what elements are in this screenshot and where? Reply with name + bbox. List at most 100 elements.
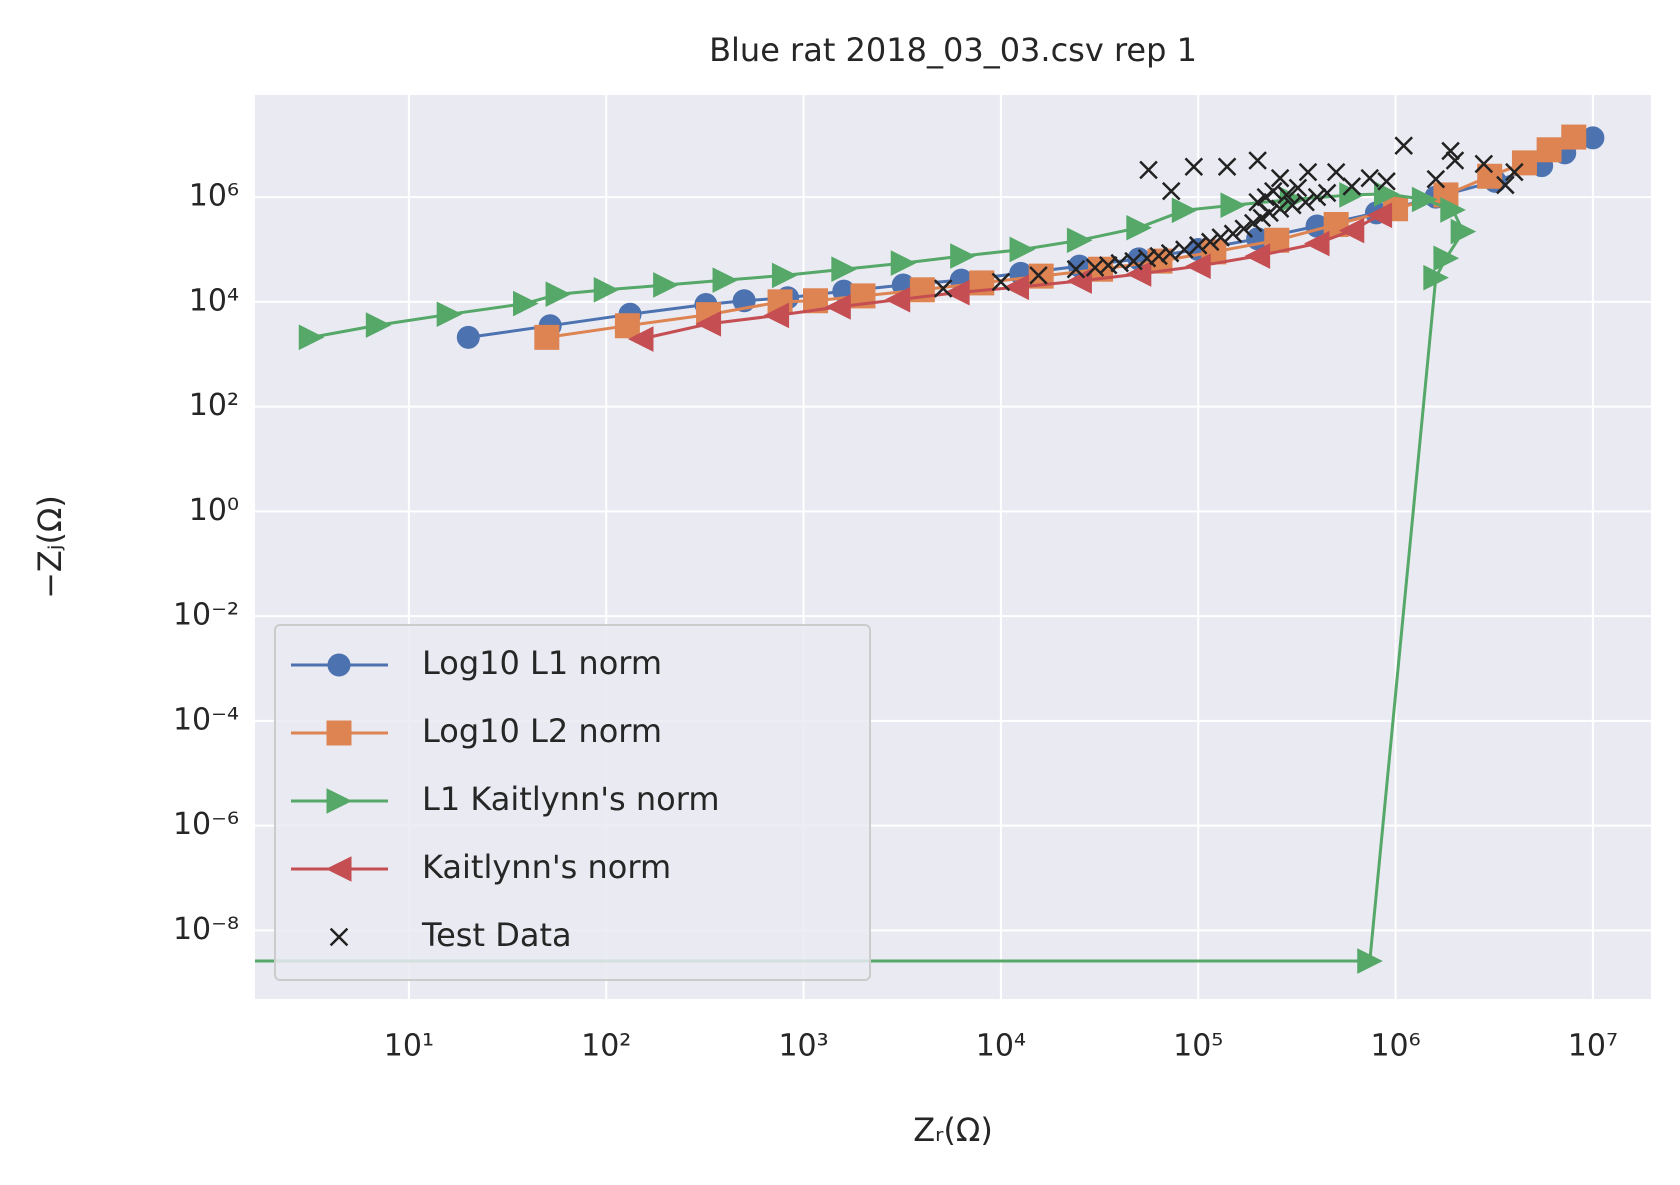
marker: [593, 276, 620, 303]
marker: [325, 856, 352, 882]
x-tick-label: 10⁷: [1568, 1029, 1618, 1064]
marker: [513, 290, 539, 317]
marker: [1220, 192, 1247, 219]
marker: [1160, 243, 1180, 263]
marker: [1474, 154, 1494, 174]
marker: [831, 256, 857, 283]
marker: [712, 267, 739, 293]
marker: [1137, 248, 1157, 268]
marker: [763, 302, 790, 329]
marker: [1009, 236, 1036, 263]
marker: [1175, 240, 1194, 259]
marker: [326, 720, 352, 746]
y-tick-label: 10⁴: [189, 283, 239, 318]
marker: [1248, 151, 1267, 170]
marker: [1126, 214, 1152, 241]
marker: [1317, 183, 1337, 203]
marker: [365, 312, 392, 338]
marker: [943, 279, 970, 306]
legend-label: Log10 L2 norm: [422, 712, 662, 750]
marker: [1184, 157, 1204, 177]
marker: [1441, 141, 1460, 161]
marker: [1366, 202, 1393, 229]
marker: [1244, 243, 1271, 269]
x-tick-label: 10⁶: [1370, 1029, 1420, 1064]
x-axis-label: Zᵣ(Ω): [913, 1111, 993, 1149]
marker: [1298, 162, 1318, 182]
marker: [991, 272, 1011, 292]
legend-box: [274, 624, 871, 981]
marker: [1217, 157, 1237, 177]
marker: [890, 250, 917, 276]
marker: [200, 949, 224, 973]
marker: [627, 326, 654, 352]
marker: [1339, 182, 1365, 208]
marker: [1211, 228, 1230, 247]
x-tick-label: 10²: [581, 1029, 631, 1064]
marker: [1066, 259, 1086, 279]
x-tick-label: 10⁴: [976, 1029, 1026, 1064]
marker: [695, 311, 722, 337]
marker: [1185, 253, 1211, 279]
legend: Log10 L1 norm Log10 L2 norm L1 Kaitlynn's …: [274, 624, 871, 981]
marker: [1561, 124, 1587, 150]
marker: [1248, 192, 1267, 212]
marker: [1139, 160, 1158, 180]
marker: [771, 262, 798, 289]
marker: [1066, 268, 1092, 294]
y-axis-label: −Zⱼ(Ω): [31, 495, 69, 599]
marker: [950, 243, 976, 269]
marker: [1288, 178, 1308, 198]
marker: [456, 325, 480, 349]
marker: [825, 294, 851, 320]
y-tick-label: 10⁻⁴: [173, 702, 239, 737]
marker: [1303, 230, 1330, 257]
x-tick-label: 10⁵: [1173, 1029, 1223, 1064]
marker: [1426, 169, 1446, 189]
marker: [1234, 219, 1253, 238]
marker: [1342, 177, 1362, 196]
marker: [1188, 236, 1208, 255]
marker: [1377, 172, 1396, 191]
marker: [1394, 136, 1414, 155]
marker: [884, 286, 911, 313]
marker: [1066, 227, 1093, 254]
y-tick-label: 10⁻²: [173, 598, 239, 633]
marker: [1357, 948, 1383, 974]
marker: [614, 313, 640, 339]
marker: [933, 279, 953, 298]
marker: [534, 324, 560, 350]
marker: [1326, 162, 1346, 182]
marker: [1423, 264, 1449, 291]
ticks: 10¹ 10² 10³ 10⁴ 10⁵ 10⁶ 10⁷ 10⁻⁸ 10⁻⁶ 10⁻⁴ 10⁻² 10⁰…: [173, 179, 1618, 1064]
marker: [545, 281, 572, 308]
marker: [329, 927, 349, 947]
marker: [1440, 197, 1466, 223]
marker: [1149, 246, 1168, 266]
plot-marks: [200, 124, 1605, 974]
marker: [1098, 255, 1118, 275]
legend-label: Log10 L1 norm: [422, 644, 662, 682]
marker: [298, 324, 325, 351]
marker: [1270, 199, 1290, 219]
y-tick-label: 10⁻⁸: [173, 912, 239, 947]
x-tick-label: 10¹: [384, 1029, 434, 1064]
legend-label: Kaitlynn's norm: [422, 848, 671, 886]
marker: [1243, 213, 1263, 233]
marker: [1277, 185, 1296, 205]
marker: [1223, 224, 1243, 243]
marker: [1445, 151, 1465, 170]
marker: [1307, 187, 1327, 207]
marker: [1505, 162, 1524, 182]
y-tick-label: 10⁰: [189, 493, 239, 528]
marker: [1360, 168, 1380, 188]
marker: [1496, 175, 1515, 195]
marker: [1433, 245, 1460, 272]
marker: [1296, 192, 1315, 212]
marker: [1450, 218, 1477, 245]
chart-title: Blue rat 2018_03_03.csv rep 1: [709, 31, 1197, 69]
marker: [1270, 168, 1290, 188]
marker: [1338, 217, 1365, 244]
legend-label: Test Data: [421, 916, 572, 954]
y-tick-label: 10⁶: [189, 179, 239, 214]
